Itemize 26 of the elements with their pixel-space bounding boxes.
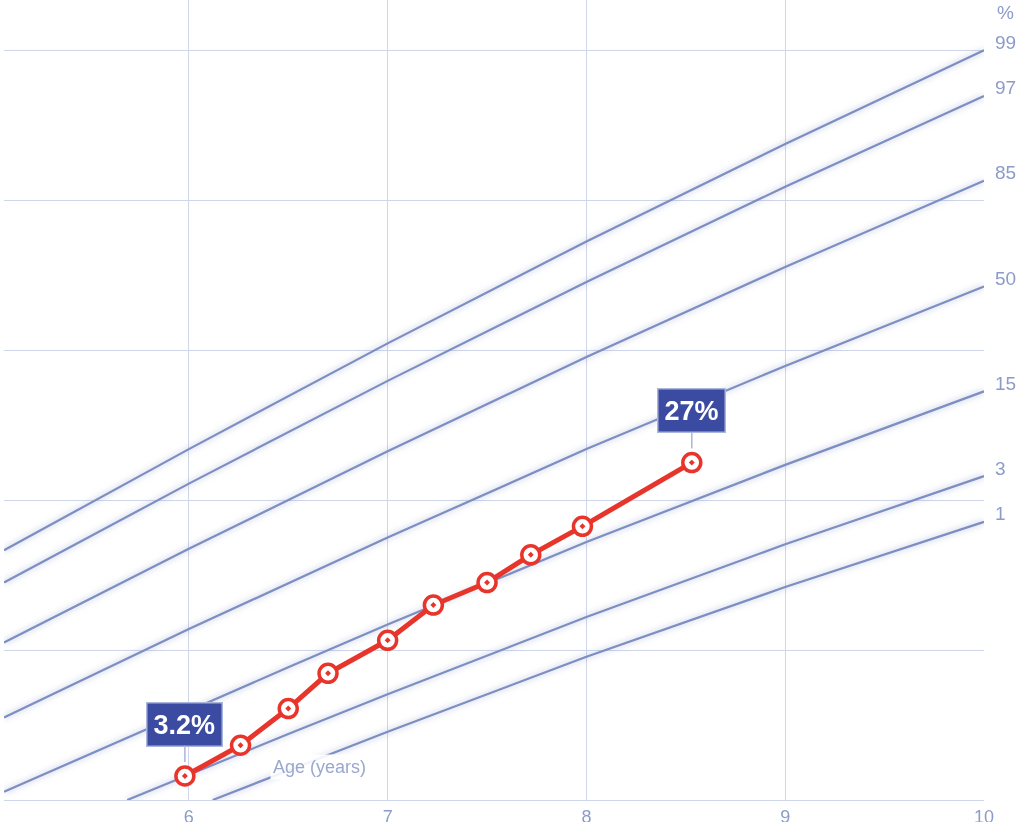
point	[422, 594, 445, 616]
series-label: 3	[995, 458, 1006, 479]
point	[277, 697, 300, 720]
annotation: 27%	[664, 395, 719, 426]
point	[520, 544, 542, 566]
x-tick-label: 9	[780, 806, 791, 822]
point	[571, 515, 594, 538]
point	[229, 734, 252, 757]
x-tick-label: 6	[183, 806, 194, 822]
x-tick-label: 10	[973, 806, 995, 822]
point	[317, 662, 339, 685]
text: %	[997, 2, 1014, 23]
point	[681, 451, 703, 474]
series-label: 85	[995, 162, 1017, 183]
series-label: 99	[995, 32, 1017, 53]
annotation: 3.2%	[153, 709, 216, 740]
series-label: 15	[995, 373, 1017, 394]
point	[174, 765, 196, 787]
x-axis-title: Age (years)	[273, 757, 367, 777]
point	[476, 571, 498, 594]
x-tick-label: 8	[581, 806, 592, 822]
point	[376, 629, 399, 652]
series-label: 1	[995, 503, 1006, 524]
series-label: 97	[995, 77, 1017, 98]
series-label: 50	[995, 268, 1017, 289]
x-tick-label: 7	[382, 806, 393, 822]
